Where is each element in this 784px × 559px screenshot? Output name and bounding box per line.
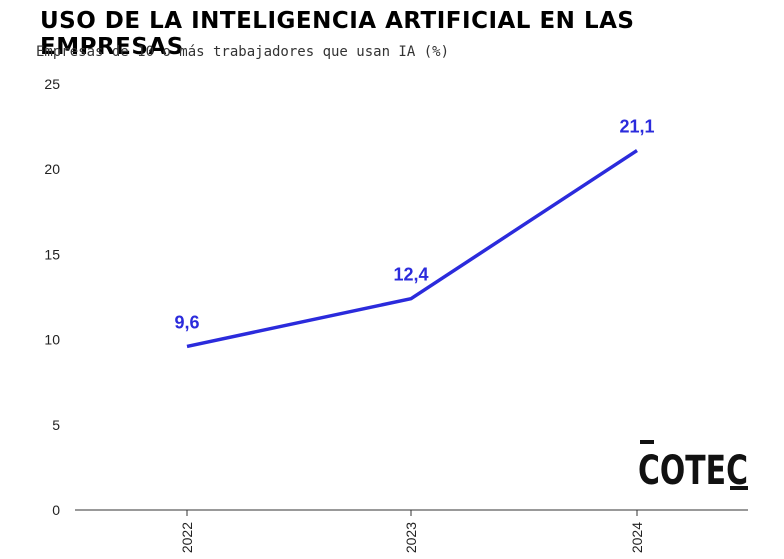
chart-subtitle: Empresas de 10 o más trabajadores que us…	[36, 44, 450, 60]
x-tick-label: 2023	[403, 522, 419, 553]
chart-title: USO DE LA INTELIGENCIA ARTIFICIAL EN LAS…	[40, 8, 635, 60]
cotec-logo: COTEC	[638, 440, 748, 494]
y-tick-label: 25	[44, 76, 60, 92]
x-tick-label: 2024	[629, 522, 645, 553]
data-label: 21,1	[619, 116, 654, 136]
y-axis-ticks: 0 5 10 15 20 25	[44, 76, 60, 518]
data-label: 9,6	[174, 312, 199, 332]
y-tick-label: 0	[52, 502, 60, 518]
x-axis-ticks: 2022 2023 2024	[179, 510, 645, 553]
data-labels: 9,6 12,4 21,1	[174, 116, 654, 332]
y-tick-label: 5	[52, 417, 60, 433]
y-tick-label: 15	[44, 246, 60, 262]
y-tick-label: 20	[44, 161, 60, 177]
series-line	[186, 149, 638, 349]
logo-text: COTEC	[638, 448, 748, 494]
y-tick-label: 10	[44, 332, 60, 348]
x-tick-label: 2022	[179, 522, 195, 553]
data-label: 12,4	[393, 265, 428, 285]
